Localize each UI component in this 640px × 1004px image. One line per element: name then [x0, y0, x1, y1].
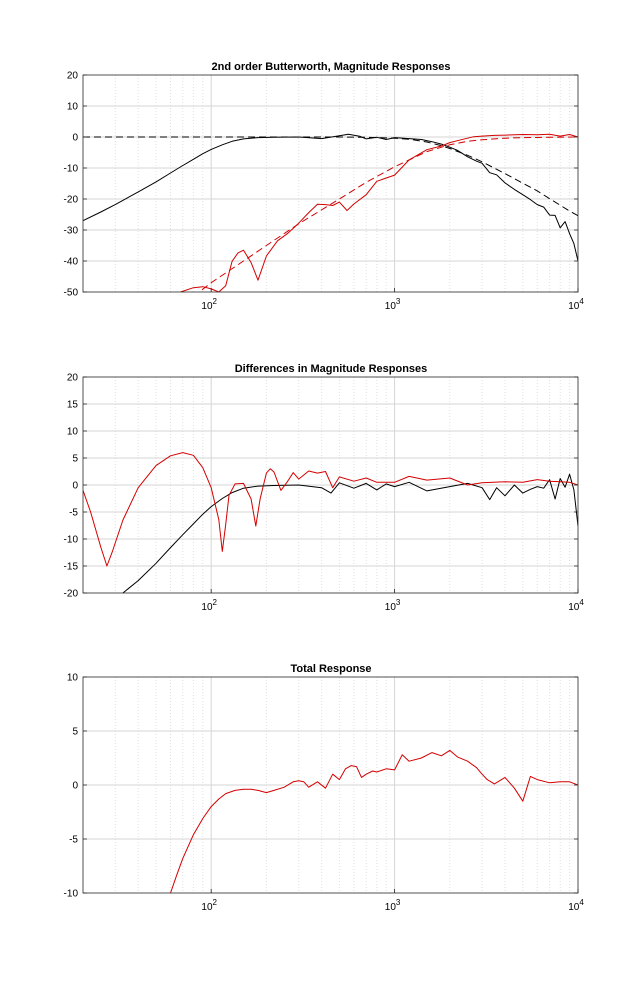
plot-area: 20 10 0 -10 -20 -30 -40 -50 102 103 104 — [64, 71, 585, 313]
y-tick-label: -10 — [64, 164, 79, 175]
series-line-2 — [83, 136, 578, 217]
y-tick-label: -20 — [64, 589, 79, 600]
series-line-1 — [83, 133, 578, 262]
x-tick-label: 104 — [568, 898, 584, 913]
y-tick-label: -5 — [69, 508, 78, 519]
chart-panel-magnitude: 2nd order Butterworth, Magnitude Respons… — [64, 61, 585, 312]
series-line-2 — [83, 452, 578, 567]
plot-area: 20 15 10 5 0 -5 -10 -15 -20 102 103 104 — [64, 373, 585, 614]
chart-title: Total Response — [290, 663, 371, 675]
chart-title: Differences in Magnitude Responses — [235, 363, 428, 375]
x-tick-label: 102 — [201, 898, 217, 913]
y-tick-label: 10 — [67, 427, 79, 438]
y-tick-label: -30 — [64, 226, 79, 237]
series-line-3 — [180, 133, 578, 292]
y-tick-label: -15 — [64, 562, 79, 573]
x-tick-label: 102 — [201, 297, 217, 312]
chart-panel-differences: Differences in Magnitude Responses 20 15 1… — [64, 363, 585, 613]
plot-background — [83, 75, 578, 292]
chart-panel-total: Total Response 10 5 0 -5 -10 102 103 104 — [64, 663, 585, 913]
y-tick-label: 10 — [67, 673, 79, 684]
x-tick-label: 103 — [385, 297, 401, 312]
series-group — [170, 749, 578, 893]
x-tick-label: 102 — [201, 598, 217, 613]
y-tick-label: -5 — [69, 835, 78, 846]
plot-area: 10 5 0 -5 -10 102 103 104 — [64, 673, 585, 914]
x-tick-label: 103 — [385, 598, 401, 613]
series-line-1 — [122, 473, 578, 593]
y-tick-label: 0 — [72, 133, 78, 144]
y-tick-label: -40 — [64, 257, 79, 268]
x-tick-label: 104 — [568, 297, 584, 312]
chart-title: 2nd order Butterworth, Magnitude Respons… — [212, 61, 451, 73]
y-tick-label: -50 — [64, 288, 79, 299]
x-tick-label: 103 — [385, 898, 401, 913]
series-line-4 — [198, 136, 578, 292]
y-tick-label: 0 — [72, 481, 78, 492]
series-group — [83, 452, 578, 593]
y-tick-label: -20 — [64, 195, 79, 206]
x-tick-label: 104 — [568, 598, 584, 613]
y-tick-label: 20 — [67, 373, 79, 384]
y-tick-label: -10 — [64, 535, 79, 546]
axes-frame — [82, 74, 579, 293]
y-tick-label: 5 — [72, 454, 78, 465]
y-tick-label: 15 — [67, 400, 79, 411]
y-tick-label: 20 — [67, 71, 79, 82]
y-tick-label: 5 — [72, 727, 78, 738]
series-group — [83, 133, 578, 292]
y-tick-label: 0 — [72, 781, 78, 792]
y-tick-label: -10 — [64, 889, 79, 900]
series-line-1 — [170, 749, 578, 893]
y-tick-label: 10 — [67, 102, 79, 113]
